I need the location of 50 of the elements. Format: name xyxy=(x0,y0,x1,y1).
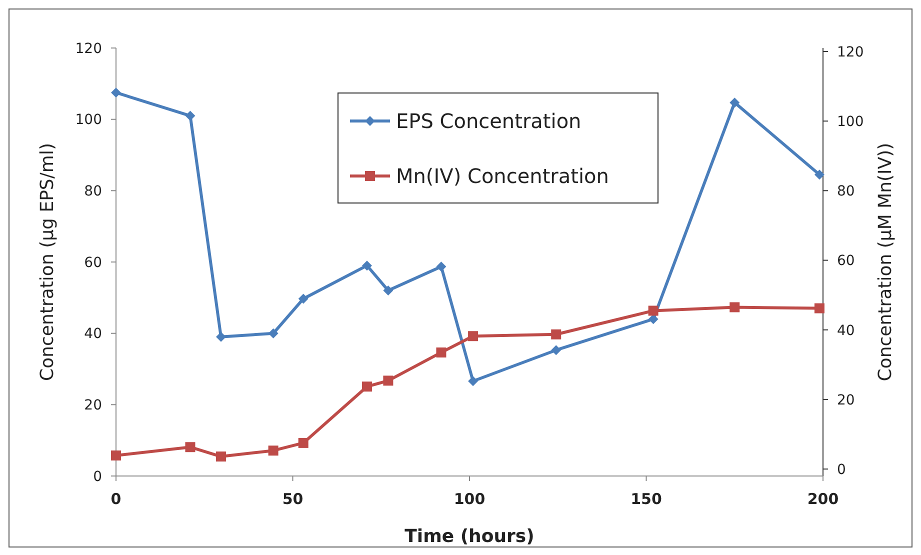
point xyxy=(551,345,562,356)
point xyxy=(468,331,478,342)
x-tick-label: 50 xyxy=(282,490,304,508)
point xyxy=(551,329,562,340)
x-tick-label: 100 xyxy=(454,490,486,508)
y2-tick-label: 0 xyxy=(837,462,846,478)
y2-tick-label: 100 xyxy=(837,114,864,130)
y-axis-title: Concentration (µg EPS/ml) xyxy=(37,143,58,381)
point xyxy=(362,260,372,271)
point xyxy=(216,452,226,462)
point xyxy=(468,376,478,386)
point xyxy=(298,294,308,304)
y2-tick-label: 20 xyxy=(837,392,855,408)
point xyxy=(383,376,394,386)
y2-tick-label: 40 xyxy=(837,322,855,339)
point xyxy=(216,332,226,342)
x-tick-label: 200 xyxy=(807,490,839,508)
point xyxy=(648,306,658,316)
point xyxy=(730,302,740,312)
point xyxy=(436,262,446,272)
point xyxy=(436,347,446,358)
point xyxy=(298,438,308,448)
y2-axis-title: Concentration (µM Mn(IV)) xyxy=(875,142,896,382)
point xyxy=(383,286,394,296)
y-tick-label: 40 xyxy=(84,326,102,342)
y2-tick-label: 120 xyxy=(837,44,864,60)
point xyxy=(268,446,278,456)
y-tick-label: 60 xyxy=(84,254,102,271)
y-tick-label: 80 xyxy=(84,184,102,200)
y-tick-label: 100 xyxy=(75,112,102,128)
legend-label: Mn(IV) Concentration xyxy=(396,164,609,188)
point xyxy=(814,170,824,180)
y-tick-label: 20 xyxy=(84,398,102,414)
point xyxy=(648,314,658,324)
point xyxy=(185,442,196,452)
point xyxy=(814,303,824,314)
legend-label: EPS Concentration xyxy=(396,109,582,133)
point xyxy=(185,110,196,121)
point xyxy=(111,88,121,98)
y2-tick-label: 60 xyxy=(837,253,855,270)
point xyxy=(730,98,740,108)
y2-tick-label: 80 xyxy=(837,184,855,200)
x-axis-title: Time (hours) xyxy=(404,526,534,547)
point xyxy=(362,382,372,392)
point xyxy=(268,328,278,338)
y-tick-label: 120 xyxy=(75,40,102,57)
x-tick-label: 0 xyxy=(110,490,122,508)
x-tick-label: 150 xyxy=(630,490,662,508)
y-tick-label: 0 xyxy=(93,468,102,485)
point xyxy=(111,450,121,460)
